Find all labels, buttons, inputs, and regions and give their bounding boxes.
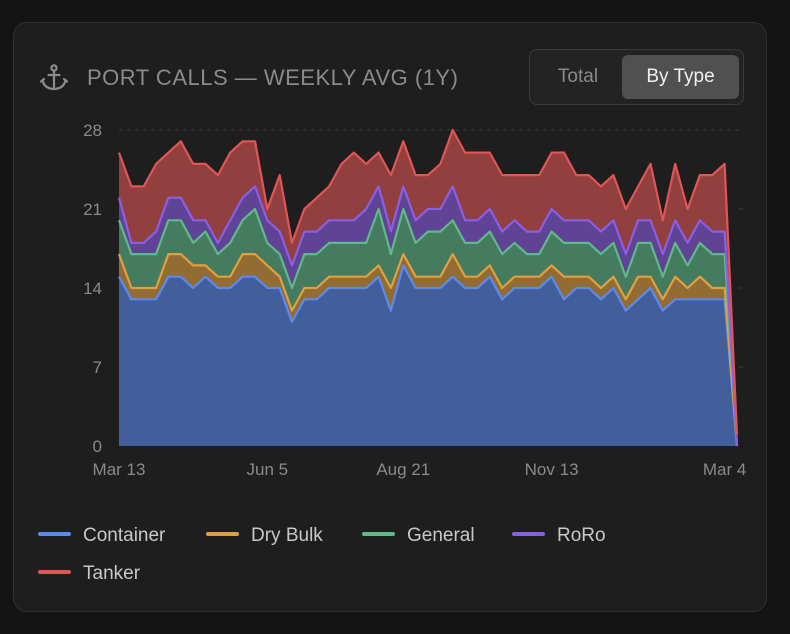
stacked-area-chart: 0 7 14 21 28 Mar 13 Jun 5 Aug 21 Nov 13 Mar 4 — [83, 121, 746, 479]
y-tick-label-21: 21 — [83, 200, 102, 219]
area-roro — [119, 186, 737, 446]
legend-item-tanker: Tanker — [38, 559, 140, 589]
legend-label-dry-bulk: Dry Bulk — [251, 525, 323, 546]
y-tick-label-0: 0 — [93, 437, 102, 456]
line-dry-bulk — [117, 253, 739, 447]
area-tanker — [119, 130, 737, 446]
card-header: PORT CALLS — WEEKLY AVG (1Y) Total By Ty… — [14, 23, 766, 133]
anchor-icon — [39, 64, 69, 91]
legend-swatch-roro — [512, 531, 545, 536]
legend-item-container: Container — [38, 521, 165, 551]
legend-swatch-dry-bulk — [206, 531, 239, 536]
x-tick-label-4: Mar 4 — [703, 460, 746, 479]
y-tick-label-14: 14 — [83, 279, 102, 298]
y-tick-label-28: 28 — [83, 121, 102, 140]
view-toggle: Total By Type — [529, 49, 744, 105]
legend-swatch-tanker — [38, 569, 71, 574]
legend-item-general: General — [362, 521, 475, 551]
area-general — [119, 209, 737, 446]
legend-swatch-general — [362, 531, 395, 536]
chart-title: PORT CALLS — WEEKLY AVG (1Y) — [87, 65, 459, 90]
legend-item-dry-bulk: Dry Bulk — [206, 521, 323, 551]
toggle-total-button[interactable]: Total — [557, 66, 599, 87]
line-general — [117, 207, 739, 447]
x-tick-label-3: Nov 13 — [525, 460, 579, 479]
area-container — [119, 265, 737, 446]
area-dry-bulk — [119, 254, 737, 446]
legend-label-tanker: Tanker — [83, 563, 141, 584]
chart-card: PORT CALLS — WEEKLY AVG (1Y) Total By Ty… — [13, 22, 767, 612]
line-container — [118, 264, 739, 447]
legend-label-general: General — [407, 525, 475, 546]
toggle-by-type-button[interactable]: By Type — [622, 55, 739, 99]
line-tanker — [117, 128, 739, 435]
line-roro — [117, 185, 739, 447]
x-tick-label-1: Jun 5 — [247, 460, 289, 479]
x-tick-label-2: Aug 21 — [376, 460, 430, 479]
legend-swatch-container — [38, 531, 71, 536]
x-tick-label-0: Mar 13 — [93, 460, 146, 479]
y-tick-label-7: 7 — [93, 358, 102, 377]
legend-item-roro: RoRo — [512, 521, 606, 551]
legend-label-container: Container — [83, 525, 166, 546]
legend-label-roro: RoRo — [557, 525, 606, 546]
